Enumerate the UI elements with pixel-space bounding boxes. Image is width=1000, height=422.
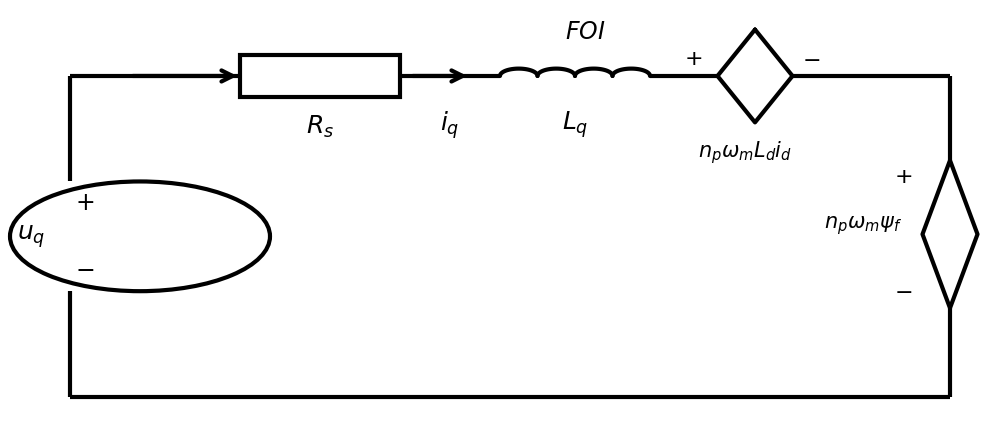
- Text: $FOI$: $FOI$: [565, 21, 605, 44]
- Text: $L_q$: $L_q$: [562, 110, 588, 141]
- Text: $+$: $+$: [75, 192, 94, 215]
- Text: $-$: $-$: [75, 257, 94, 281]
- Text: $+$: $+$: [684, 49, 702, 69]
- Text: $-$: $-$: [802, 49, 821, 69]
- Polygon shape: [718, 30, 792, 122]
- Text: $n_p\omega_m L_d i_d$: $n_p\omega_m L_d i_d$: [698, 139, 792, 166]
- Text: $-$: $-$: [894, 281, 912, 301]
- Text: $u_q$: $u_q$: [17, 223, 45, 250]
- Bar: [240, 55, 400, 97]
- Text: $+$: $+$: [894, 167, 912, 187]
- Circle shape: [10, 181, 270, 291]
- Text: $n_p\omega_m\psi_f$: $n_p\omega_m\psi_f$: [824, 214, 902, 237]
- Polygon shape: [922, 160, 977, 308]
- Text: $i_q$: $i_q$: [440, 110, 460, 141]
- Text: $R_s$: $R_s$: [306, 114, 334, 140]
